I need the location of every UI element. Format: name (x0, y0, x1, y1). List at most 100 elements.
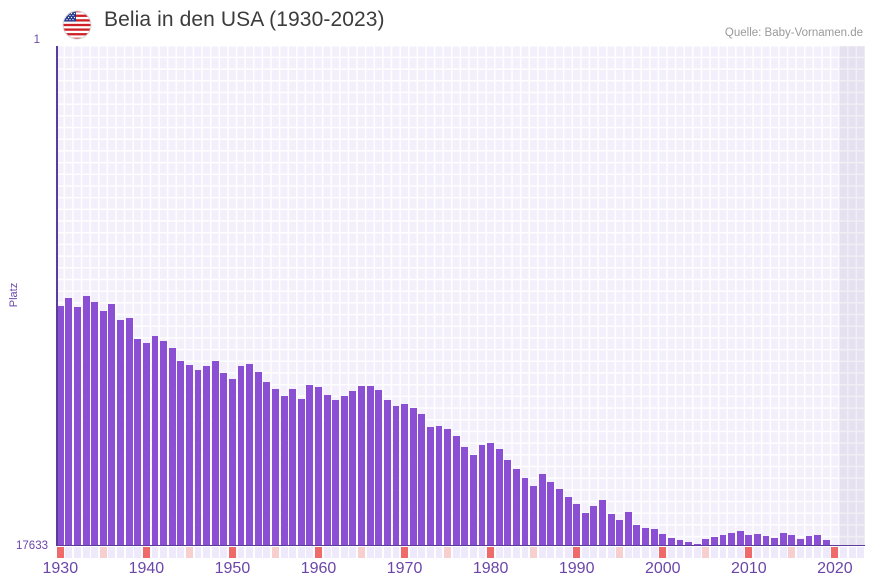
bar (375, 389, 383, 546)
bar (487, 443, 495, 546)
x-axis-tick (194, 547, 202, 558)
x-axis-tick-strip (56, 547, 865, 558)
bar (478, 445, 486, 546)
bar (272, 388, 279, 546)
bar (65, 297, 73, 546)
bar (771, 537, 779, 546)
bar (667, 537, 675, 546)
x-axis-tick (99, 547, 107, 558)
x-axis-tick (211, 547, 219, 558)
y-axis-bottom-tick-label: 17633 (16, 540, 48, 552)
x-axis-tick (280, 547, 288, 558)
bar (263, 381, 271, 546)
bar (556, 488, 563, 546)
x-axis-tick (599, 547, 606, 558)
x-axis-tick-label: 1980 (472, 560, 509, 577)
x-axis-tick (642, 547, 649, 558)
x-axis-tick (797, 547, 804, 558)
x-axis-tick (203, 547, 211, 558)
bar (177, 361, 185, 546)
x-axis-tick (435, 547, 443, 558)
bar (418, 414, 426, 546)
x-axis-tick (383, 547, 391, 558)
x-axis-tick (461, 547, 469, 558)
us-flag-icon (62, 10, 92, 40)
x-axis-tick (719, 547, 727, 558)
x-axis-tick (762, 547, 770, 558)
bar (220, 372, 228, 546)
y-axis-title: Platz (8, 282, 21, 308)
x-axis-tick (228, 547, 236, 558)
x-axis-tick (581, 547, 589, 558)
bar (82, 296, 90, 546)
x-axis-tick (366, 547, 374, 558)
x-axis-tick (753, 547, 761, 558)
x-axis-tick (418, 547, 426, 558)
x-axis-tick (685, 547, 692, 558)
x-axis-tick (185, 547, 193, 558)
x-axis-tick (151, 547, 159, 558)
bar (538, 474, 546, 546)
y-axis-top-tick-label: 1 (33, 34, 40, 46)
x-axis-tick (788, 547, 796, 558)
bar (573, 503, 581, 546)
x-axis-tick (332, 547, 340, 558)
x-axis-tick (831, 547, 839, 558)
bar (788, 534, 796, 546)
y-axis-line (56, 46, 58, 546)
bar (358, 385, 365, 546)
bar (401, 404, 408, 546)
x-axis-tick (745, 547, 753, 558)
bar (616, 519, 624, 546)
x-axis-tick-label: 1970 (386, 560, 423, 577)
bar (650, 529, 658, 546)
x-axis-tick (779, 547, 787, 558)
x-axis-tick-labels: 1930 1940 1950 1960 1970 1980 1990 2000 2010 2020 (0, 560, 873, 587)
x-axis-tick (736, 547, 744, 558)
bar (366, 386, 374, 546)
x-axis-tick (349, 547, 357, 558)
x-axis-tick (297, 547, 305, 558)
bar (125, 318, 133, 546)
x-axis-tick (358, 547, 365, 558)
bar (753, 533, 761, 546)
x-axis-tick (452, 547, 460, 558)
x-axis-tick (650, 547, 658, 558)
x-axis-tick (91, 547, 99, 558)
bar (624, 511, 632, 546)
x-axis-tick-label: 2010 (731, 560, 767, 577)
x-axis-tick (74, 547, 81, 558)
x-axis-tick (134, 547, 142, 558)
bar (607, 514, 615, 546)
bar (495, 449, 503, 546)
x-axis-tick (538, 547, 546, 558)
bar (340, 396, 348, 546)
bar (530, 485, 538, 546)
x-axis-tick (556, 547, 563, 558)
x-axis-tick (246, 547, 254, 558)
bar (108, 304, 116, 546)
bar (289, 389, 297, 546)
bar (504, 459, 512, 546)
x-axis-tick-label: 1960 (300, 560, 337, 577)
x-axis-tick (590, 547, 598, 558)
bar (160, 340, 167, 546)
bar (564, 497, 572, 546)
bar (702, 539, 710, 546)
bar (590, 506, 598, 546)
x-axis-tick (822, 547, 830, 558)
bar (676, 539, 684, 546)
x-axis-tick (814, 547, 822, 558)
bar (383, 399, 391, 546)
bar (805, 536, 813, 546)
bar (745, 534, 753, 546)
x-axis-tick (564, 547, 572, 558)
x-axis-tick (82, 547, 90, 558)
x-axis-tick (728, 547, 736, 558)
bar (56, 305, 64, 546)
bar (211, 361, 219, 546)
x-axis-tick (401, 547, 408, 558)
bar (332, 400, 340, 546)
x-axis-tick (340, 547, 348, 558)
bar (194, 369, 202, 546)
